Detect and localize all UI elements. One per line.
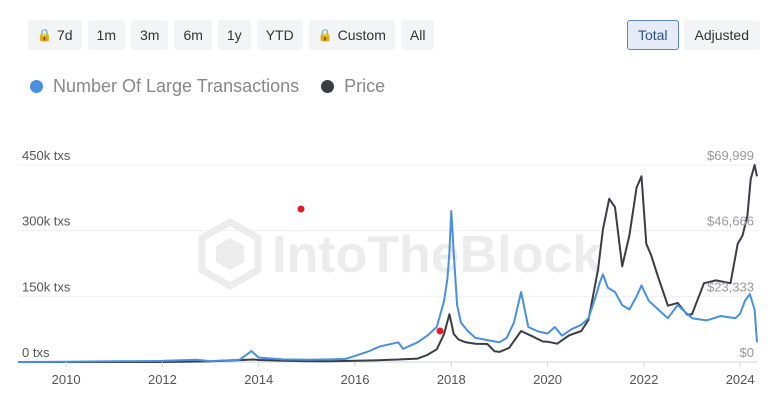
range-button-label: All bbox=[409, 27, 426, 43]
range-button-custom[interactable]: 🔒 Custom bbox=[308, 20, 395, 50]
x-tick-label: 2024 bbox=[726, 372, 755, 387]
watermark-text: IntoTheBlock bbox=[272, 226, 601, 284]
legend-dot-icon bbox=[321, 80, 335, 93]
y-right-tick-label: $0 bbox=[740, 345, 754, 360]
range-button-all[interactable]: All bbox=[400, 20, 435, 50]
legend-dot-icon bbox=[30, 80, 43, 93]
x-tick-label: 2018 bbox=[437, 372, 466, 387]
time-range-bar: 🔒 7d 1m 3m 6m 1y YTD 🔒 Custom All bbox=[28, 20, 435, 50]
y-left-tick-label: 0 txs bbox=[22, 345, 50, 360]
range-button-1m[interactable]: 1m bbox=[87, 20, 125, 50]
range-button-7d[interactable]: 🔒 7d bbox=[28, 20, 82, 50]
x-tick-label: 2022 bbox=[629, 372, 658, 387]
legend-label: Price bbox=[344, 76, 386, 96]
y-left-tick-label: 150k txs bbox=[22, 279, 71, 294]
x-tick-label: 2020 bbox=[533, 372, 562, 387]
adjusted-button[interactable]: Adjusted bbox=[683, 20, 760, 50]
y-right-tick-label: $69,999 bbox=[707, 148, 754, 163]
range-button-1y[interactable]: 1y bbox=[217, 20, 251, 50]
legend-item-large-transactions[interactable]: Number Of Large Transactions bbox=[30, 76, 299, 97]
range-button-label: 1m bbox=[96, 27, 116, 43]
watermark-logo-icon bbox=[198, 217, 262, 291]
x-tick-label: 2012 bbox=[148, 372, 177, 387]
x-tick-label: 2010 bbox=[52, 372, 81, 387]
chart-legend: Number Of Large Transactions Price bbox=[30, 76, 407, 97]
range-button-label: 1y bbox=[226, 27, 242, 43]
range-button-label: 6m bbox=[183, 27, 203, 43]
annotation-marker-2[interactable] bbox=[436, 327, 444, 335]
range-button-label: 7d bbox=[56, 27, 73, 43]
legend-item-price[interactable]: Price bbox=[321, 76, 385, 97]
range-button-6m[interactable]: 6m bbox=[174, 20, 212, 50]
annotation-marker-1[interactable] bbox=[297, 205, 305, 213]
y-right-tick-label: $46,666 bbox=[707, 214, 754, 229]
y-left-tick-label: 450k txs bbox=[22, 148, 71, 163]
range-button-label: 3m bbox=[139, 27, 160, 43]
y-left-tick-label: 300k txs bbox=[22, 214, 71, 229]
price-mode-toggle: Total Adjusted bbox=[626, 20, 760, 50]
range-button-ytd[interactable]: YTD bbox=[256, 20, 303, 50]
watermark: IntoTheBlock bbox=[198, 217, 601, 291]
series-line-large-transactions bbox=[17, 210, 758, 363]
range-button-label: Custom bbox=[337, 27, 386, 43]
x-tick-label: 2014 bbox=[244, 372, 273, 387]
lock-icon: 🔒 bbox=[37, 28, 52, 42]
range-button-label: YTD bbox=[265, 27, 294, 43]
total-button[interactable]: Total bbox=[626, 20, 679, 50]
legend-label: Number Of Large Transactions bbox=[53, 76, 300, 96]
range-button-3m[interactable]: 3m bbox=[130, 20, 169, 50]
lock-icon: 🔒 bbox=[317, 28, 333, 42]
y-right-tick-label: $23,333 bbox=[707, 279, 754, 294]
x-tick-label: 2016 bbox=[341, 372, 370, 387]
